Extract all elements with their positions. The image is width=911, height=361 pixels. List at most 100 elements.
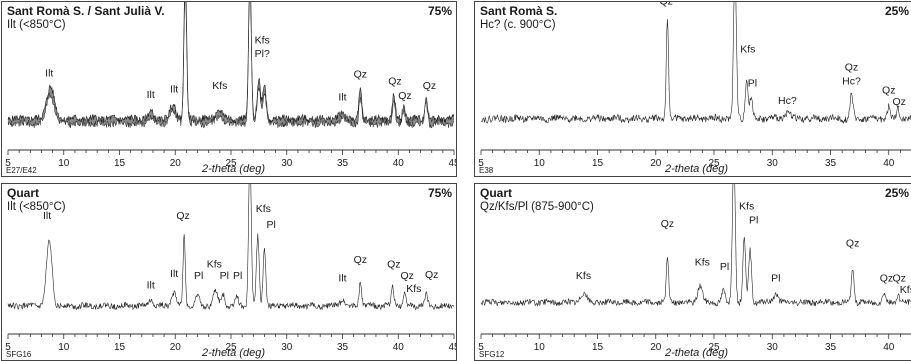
peak-annotation: Qz	[398, 90, 411, 102]
panel-title: Quart	[7, 186, 40, 200]
peak-annotation: Qz	[845, 62, 858, 74]
x-axis-label: 2-theta (deg)	[202, 163, 265, 175]
peak-annotation: Pl	[748, 78, 757, 90]
x-tick-label: 30	[281, 158, 293, 169]
panel-title: Sant Romà S. / Sant Julià V.	[7, 4, 165, 18]
panel-subtitle: Ilt (<850°C)	[7, 201, 66, 213]
x-tick-label: 10	[58, 342, 70, 353]
x-tick-label: 40	[883, 342, 895, 353]
peak-annotation: Kfs	[739, 201, 754, 213]
x-tick-label: 15	[592, 342, 604, 353]
x-axis-label: 2-theta (deg)	[665, 163, 728, 175]
x-tick-label: 25	[708, 158, 720, 169]
x-axis-label: 2-theta (deg)	[202, 347, 265, 359]
peak-annotation: Kfs	[576, 270, 591, 282]
peak-annotation: Ilt	[338, 273, 346, 285]
panel-title: Sant Romà S.	[480, 4, 558, 18]
peak-annotation: Pl	[194, 270, 203, 282]
x-tick-label: 30	[281, 342, 293, 353]
peak-annotation: Pl	[266, 219, 275, 231]
peak-annotation: Pl	[233, 270, 242, 282]
xrd-panel-3: 5 10 15 20 25 30 35 40 45 Ilt Ilt Ilt Qz Pl Kfs Pl Pl Kfs…	[1, 183, 457, 361]
peak-annotation: Kfs	[256, 203, 271, 215]
x-tick-label: 10	[534, 342, 546, 353]
peak-annotation: Qz	[846, 238, 859, 250]
peak-annotation: Kfs	[207, 259, 222, 271]
x-tick-label: 35	[337, 342, 349, 353]
xrd-plot-1: 5 10 15 20 25 30 35 40 45 Ilt Ilt Ilt Kfs Kfs Pl? Ilt Qz…	[5, 2, 456, 169]
peak-annotation: Qz	[893, 96, 906, 108]
x-tick-label: 15	[592, 158, 604, 169]
peak-annotation: Qz	[882, 85, 895, 97]
x-tick-label: 20	[650, 158, 662, 169]
x-tick-label: 25	[225, 342, 237, 353]
panel-percent: 25%	[885, 186, 910, 200]
x-tick-label: 10	[58, 158, 70, 169]
x-tick-label: 15	[114, 342, 126, 353]
panel-percent: 75%	[427, 4, 452, 18]
panel-subtitle: Ilt (<850°C)	[7, 19, 66, 31]
panel-subtitle: Hc? (c. 900°C)	[480, 19, 556, 31]
peak-annotation: Hc?	[842, 75, 861, 87]
x-axis-label: 2-theta (deg)	[665, 347, 728, 359]
panel-title: Quart	[480, 186, 513, 200]
x-tick-label: 5	[5, 158, 11, 169]
x-tick-label: 35	[337, 158, 349, 169]
peak-annotation: Pl	[720, 261, 729, 273]
series-line-lower	[7, 2, 455, 129]
x-tick-label: 40	[393, 342, 405, 353]
peak-annotation: Qz	[354, 69, 367, 81]
sample-id: E27/E42	[6, 166, 37, 175]
peak-annotation: Pl?	[255, 48, 270, 60]
peak-annotation: Kfs	[740, 43, 755, 55]
peak-annotation: Ilt	[45, 67, 53, 79]
sample-id: SFG12	[479, 350, 505, 359]
peak-annotation: Ilt	[170, 268, 178, 280]
x-tick-label: 15	[114, 158, 126, 169]
sample-id: SFG16	[6, 350, 32, 359]
sample-id: E38	[479, 166, 494, 175]
x-tick-label: 20	[650, 342, 662, 353]
peak-annotation: Qz	[880, 273, 893, 285]
series-line	[480, 2, 911, 124]
x-tick-label: 5	[478, 342, 484, 353]
xrd-plot-4: 51015202530354045KfsQzKfsPlKfsPlPlQzQzQz…	[478, 184, 911, 353]
x-tick-label: 45	[448, 342, 456, 353]
x-tick-label: 45	[448, 158, 456, 169]
peak-annotation: Kfs	[255, 34, 270, 46]
series-line	[7, 184, 455, 311]
x-tick-label: 40	[883, 158, 895, 169]
peak-annotation: Qz	[176, 210, 189, 222]
series-line	[480, 184, 911, 307]
peak-annotation: Qz	[388, 75, 401, 87]
peak-annotation: Hc?	[778, 95, 797, 107]
panel-subtitle: Qz/Kfs/Pl (875-900°C)	[480, 201, 594, 213]
peak-annotation: Pl	[771, 273, 780, 285]
peak-annotation: Ilt	[170, 83, 178, 95]
peak-annotation: Kfs	[212, 80, 227, 92]
panel-percent: 75%	[427, 186, 452, 200]
x-tick-label: 25	[708, 342, 720, 353]
peak-annotation: Ilt	[43, 210, 51, 222]
series-line	[7, 2, 455, 124]
panel-percent: 25%	[885, 4, 910, 18]
x-tick-label: 5	[478, 158, 484, 169]
peak-annotation: Qz	[354, 254, 367, 266]
peak-annotation: Kfs	[406, 283, 421, 295]
x-tick-label: 20	[170, 342, 182, 353]
peak-annotation: Qz	[400, 270, 413, 282]
xrd-panel-1: 5 10 15 20 25 30 35 40 45 Ilt Ilt Ilt Kfs Kfs Pl? Ilt Qz…	[1, 1, 457, 177]
x-tick-label: 5	[5, 342, 11, 353]
peak-annotation: Qz	[387, 259, 400, 271]
xrd-plot-3: 5 10 15 20 25 30 35 40 45 Ilt Ilt Ilt Qz Pl Kfs Pl Pl Kfs…	[5, 184, 456, 353]
peak-annotation: Pl	[749, 215, 758, 227]
x-tick-label: 25	[225, 158, 237, 169]
peak-annotation: Qz	[423, 80, 436, 92]
peak-annotation: Qz	[661, 218, 674, 230]
peak-annotation: Ilt	[147, 279, 155, 291]
x-tick-label: 30	[767, 342, 779, 353]
peak-annotation: Ilt	[338, 91, 346, 103]
peak-annotation: Ilt	[147, 89, 155, 101]
